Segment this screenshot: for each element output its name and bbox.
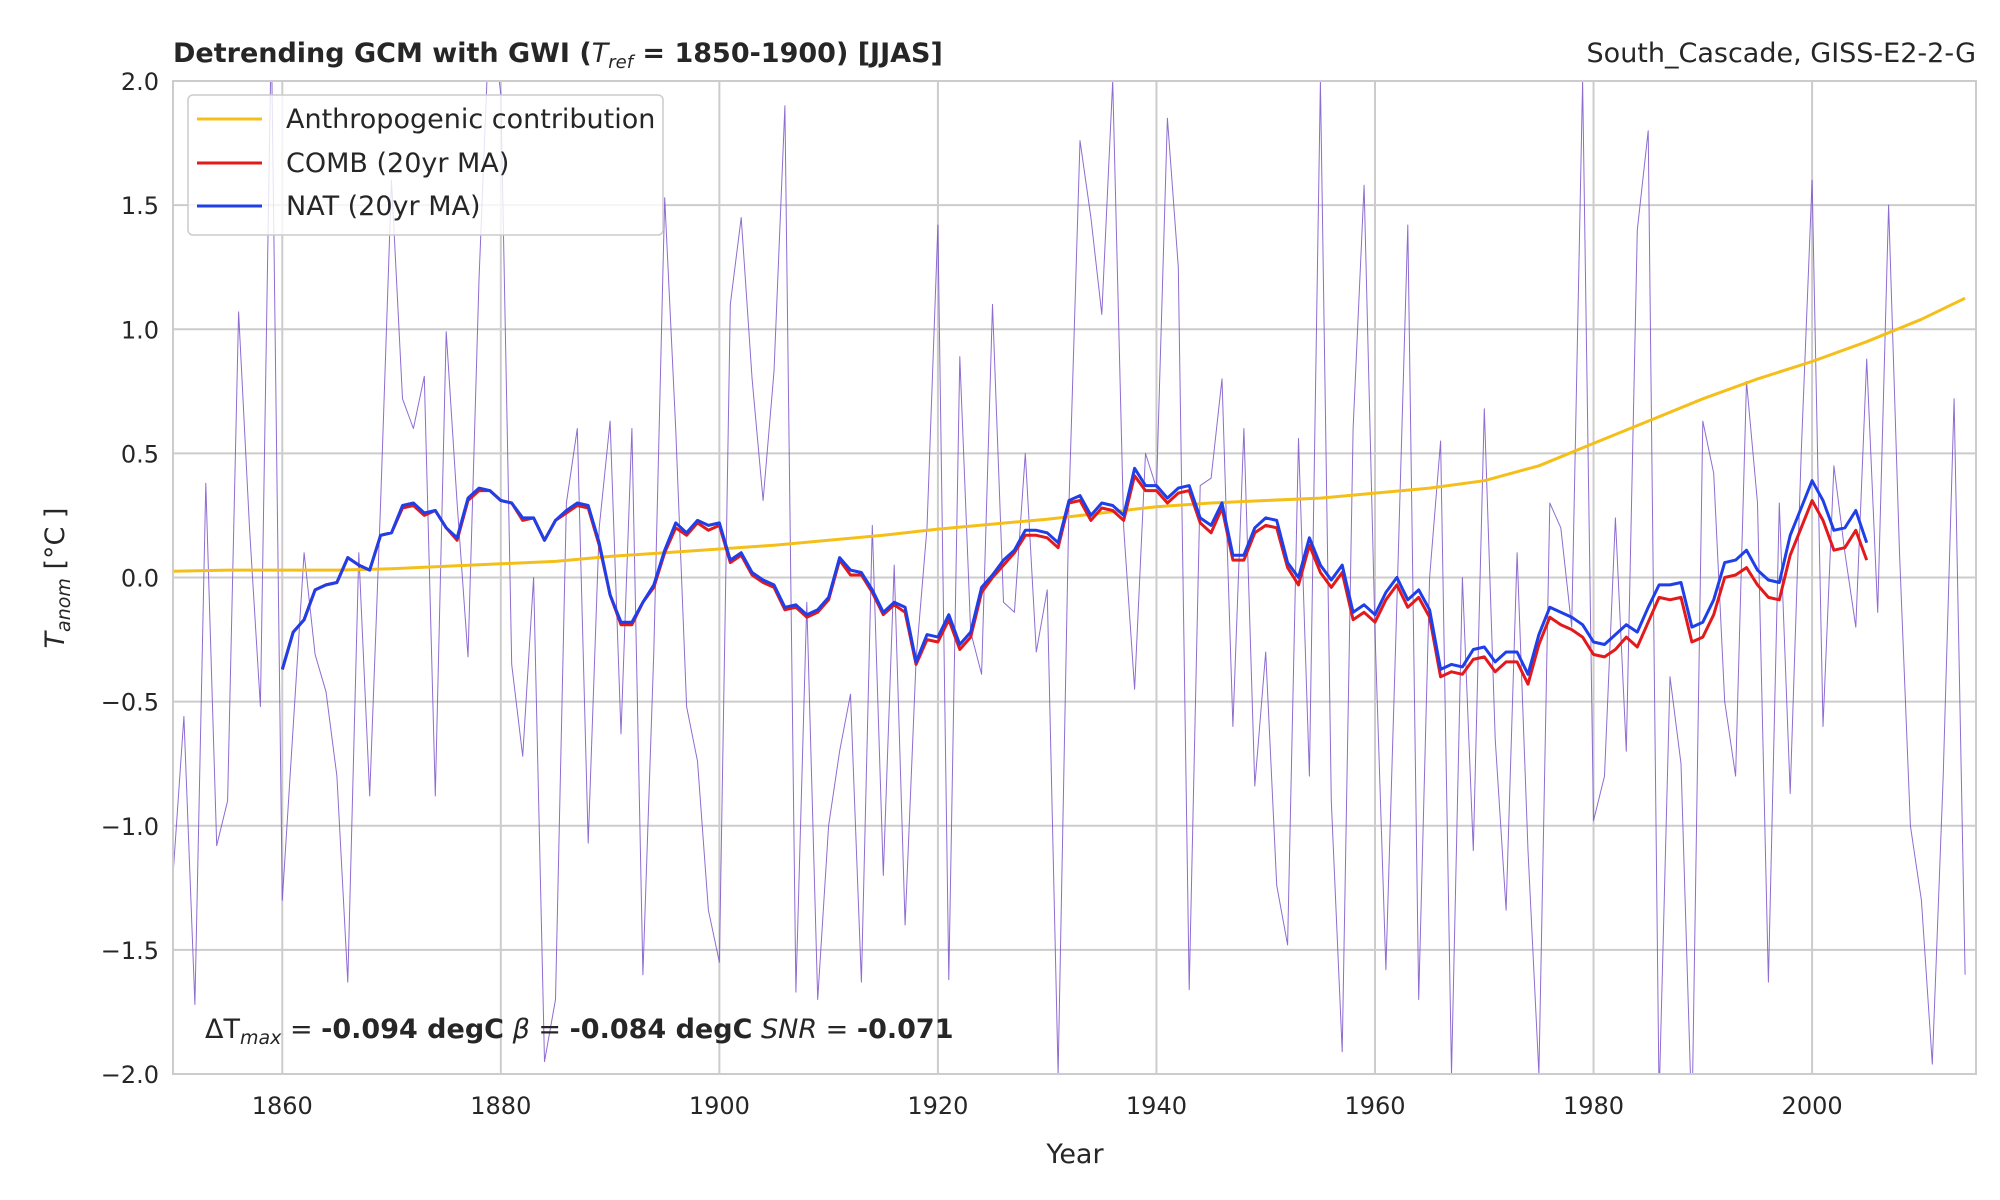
x-tick-label: 2000	[1782, 1092, 1843, 1120]
chart-title-sub: ref	[608, 52, 635, 73]
x-tick-labels: 1860 1880 1900 1920 1940 1960 1980 2000	[252, 1092, 1843, 1120]
chart-title-tail: = 1850-1900) [JJAS]	[633, 38, 943, 69]
y-axis-label-sub: anom	[53, 578, 75, 632]
legend-label-comb: COMB (20yr MA)	[286, 148, 509, 179]
y-tick-label: 0.5	[121, 440, 159, 468]
y-axis-label: Tanom [°C ]	[40, 508, 75, 649]
chart-title: Detrending GCM with GWI (Tref = 1850-190…	[173, 38, 943, 73]
beta-symbol: β	[512, 1014, 530, 1045]
stats-annotation: ΔTmax = -0.094 degC β = -0.084 degC SNR …	[205, 1014, 954, 1049]
delta-t-sub: max	[240, 1027, 282, 1049]
legend: Anthropogenic contribution COMB (20yr MA…	[187, 94, 664, 236]
y-tick-labels: 2.0 1.5 1.0 0.5 0.0 −0.5 −1.0 −1.5 −2.0	[101, 68, 159, 1089]
y-axis-label-sym: T	[40, 629, 71, 648]
y-tick-label: −1.0	[101, 813, 159, 841]
legend-label-nat: NAT (20yr MA)	[286, 191, 481, 222]
y-tick-label: 1.5	[121, 192, 159, 220]
x-tick-label: 1920	[907, 1092, 968, 1120]
x-tick-label: 1880	[470, 1092, 531, 1120]
delta-t-symbol: ΔT	[205, 1014, 240, 1045]
legend-box	[187, 94, 664, 236]
x-tick-label: 1960	[1344, 1092, 1405, 1120]
x-tick-label: 1900	[689, 1092, 750, 1120]
y-axis-label-unit: [°C ]	[40, 508, 71, 579]
snr-value: -0.071	[857, 1014, 954, 1045]
x-tick-label: 1980	[1563, 1092, 1624, 1120]
snr-symbol: SNR	[761, 1014, 817, 1045]
x-axis-label: Year	[1045, 1139, 1104, 1170]
beta-value: -0.084 degC	[570, 1014, 753, 1045]
y-tick-label: −2.0	[101, 1061, 159, 1089]
plot-frame	[172, 80, 1977, 1075]
delta-t-value: -0.094 degC	[321, 1014, 504, 1045]
series-line-nat	[280, 466, 1869, 676]
y-tick-label: −1.5	[101, 937, 159, 965]
x-tick-label: 1940	[1126, 1092, 1187, 1120]
legend-label-anthropogenic: Anthropogenic contribution	[286, 104, 655, 135]
y-tick-label: −0.5	[101, 689, 159, 717]
chart-subtitle-right: South_Cascade, GISS-E2-2-G	[1587, 38, 1976, 69]
chart-title-sym: T	[592, 38, 611, 69]
chart-title-lead: Detrending GCM with GWI (	[173, 38, 592, 69]
series-line-anthropogenic	[173, 296, 1966, 573]
series-group	[173, 81, 1966, 1074]
y-tick-label: 0.0	[121, 565, 159, 593]
y-tick-label: 1.0	[121, 316, 159, 344]
x-tick-label: 1860	[252, 1092, 313, 1120]
y-tick-label: 2.0	[121, 68, 159, 96]
series-layer	[173, 81, 1966, 1074]
